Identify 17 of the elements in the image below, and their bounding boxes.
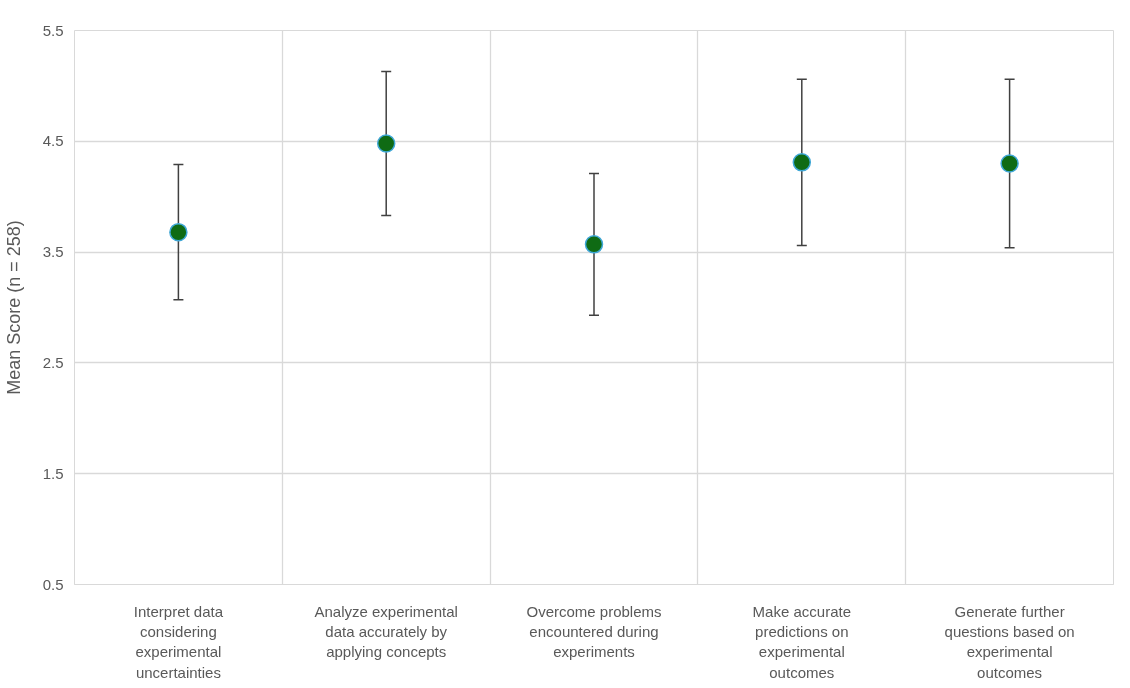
y-tick-label: 2.5 [42, 353, 64, 371]
y-tick-label: 5.5 [42, 21, 64, 39]
x-tick-label: Generate further questions based on experimental outcomes [944, 602, 1075, 681]
y-tick-label: 0.5 [42, 575, 64, 593]
y-tick-label: 3.5 [42, 243, 64, 261]
x-tick-label: Make accurate predictions on experimental outcomes [752, 602, 851, 681]
y-tick-label: 1.5 [42, 464, 64, 482]
point [584, 235, 604, 254]
y-tick-label: 4.5 [42, 132, 64, 150]
x-tick-label: Analyze experimental data accurately by applying concepts [314, 602, 458, 661]
x-tick-label: Overcome problems encountered during experiments [526, 602, 662, 661]
x-tick-label: Interpret data considering experimental uncertainties [133, 602, 224, 681]
point [169, 222, 188, 242]
point [376, 134, 396, 153]
point [792, 153, 812, 172]
point [1000, 154, 1019, 173]
y-axis-title: Mean Score (n = 258) [3, 220, 24, 395]
